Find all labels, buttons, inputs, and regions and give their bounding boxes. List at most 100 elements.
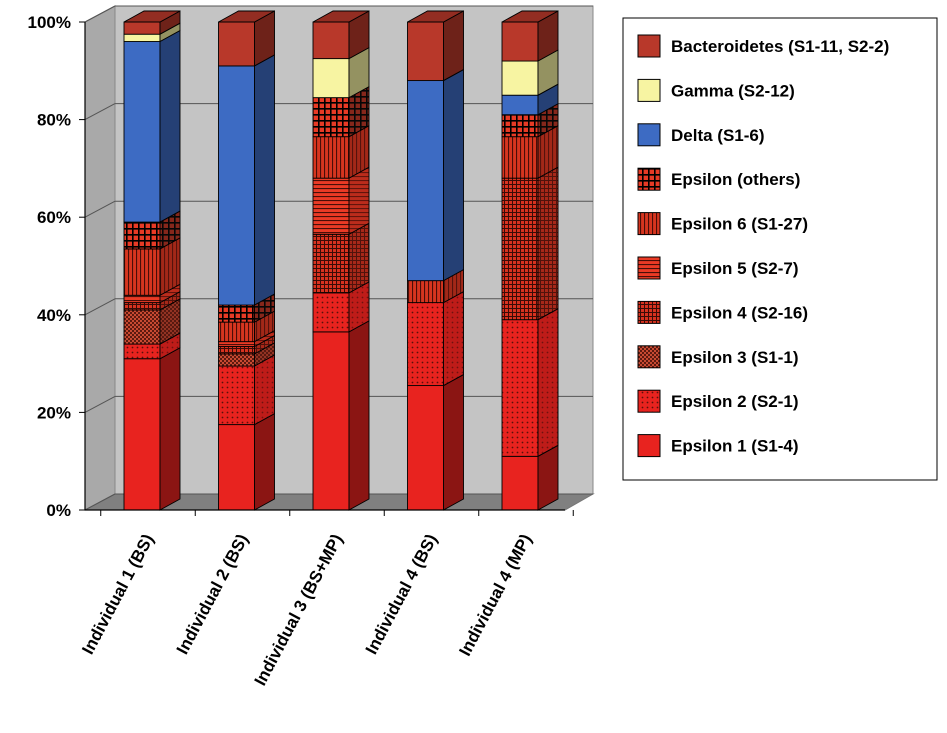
bar-segment-0-6 bbox=[123, 210, 181, 250]
bar-front bbox=[218, 65, 255, 306]
bar-front bbox=[501, 136, 539, 179]
bar-segment-3-1 bbox=[407, 290, 464, 387]
bar-front bbox=[407, 21, 444, 82]
bar-segment-2-5 bbox=[312, 124, 370, 179]
bars bbox=[123, 10, 559, 511]
legend-item: Epsilon 6 (S1-27) bbox=[637, 212, 808, 236]
bar-front bbox=[312, 292, 350, 333]
bar-front bbox=[501, 94, 539, 116]
bar-front bbox=[501, 114, 539, 138]
bar-side-texture bbox=[254, 354, 275, 426]
bar-segment-0-0 bbox=[123, 346, 181, 511]
bar-segment-2-8 bbox=[312, 46, 370, 99]
legend-swatch bbox=[637, 300, 661, 324]
bar-segment-1-0 bbox=[218, 412, 275, 511]
gridline-side bbox=[84, 103, 116, 121]
legend-item: Gamma (S2-12) bbox=[637, 78, 795, 102]
bar-front bbox=[312, 233, 350, 294]
bar-top bbox=[501, 10, 559, 23]
bar-front bbox=[123, 41, 161, 223]
bar-segment-0-5 bbox=[123, 237, 181, 297]
legend-swatch bbox=[637, 389, 661, 413]
bar-side bbox=[443, 10, 464, 82]
bar-segment-0-2 bbox=[123, 298, 181, 345]
bar-front bbox=[218, 353, 255, 367]
bar-side bbox=[254, 412, 275, 511]
bar-segment-3-9 bbox=[407, 10, 464, 82]
bar-top bbox=[218, 10, 275, 23]
bar-front bbox=[218, 321, 255, 343]
y-tick-label: 20% bbox=[37, 403, 71, 422]
bar-front bbox=[501, 319, 539, 457]
side-wall bbox=[84, 5, 116, 511]
bar-top bbox=[123, 10, 181, 23]
bar-front bbox=[501, 21, 539, 62]
bar-segment-1-6 bbox=[218, 293, 275, 323]
bar-front bbox=[407, 280, 444, 304]
legend-swatch bbox=[637, 34, 661, 58]
legend-item: Delta (S1-6) bbox=[637, 123, 765, 147]
bar-front bbox=[312, 21, 350, 60]
bar-front bbox=[218, 21, 255, 67]
bar-front bbox=[218, 346, 255, 355]
bar-segment-2-6 bbox=[312, 85, 370, 138]
bar-front bbox=[312, 136, 350, 179]
bar-front bbox=[501, 60, 539, 96]
bar-segment-2-0 bbox=[312, 320, 370, 511]
bar-segment-1-7 bbox=[218, 54, 275, 306]
bar-side-texture bbox=[443, 290, 464, 387]
legend-item: Epsilon 3 (S1-1) bbox=[637, 345, 799, 369]
legend-item: Bacteroidetes (S1-11, S2-2) bbox=[637, 34, 889, 58]
x-category-label: Individual 2 (BS) bbox=[173, 531, 252, 658]
bar-front bbox=[501, 455, 539, 511]
bar-side bbox=[348, 320, 370, 511]
bar-side-texture bbox=[537, 307, 559, 458]
bar-segment-2-3 bbox=[312, 222, 370, 294]
bar-segment-4-9 bbox=[501, 10, 559, 62]
bar-front bbox=[123, 343, 161, 360]
legend-item: Epsilon (others) bbox=[637, 167, 800, 191]
bar-side-texture bbox=[348, 166, 370, 236]
legend-swatch bbox=[637, 78, 661, 102]
bar-side bbox=[443, 68, 464, 282]
legend-label: Epsilon 6 (S1-27) bbox=[671, 215, 808, 234]
bar-side-texture bbox=[348, 222, 370, 294]
legend-swatch bbox=[637, 434, 661, 458]
bar-segment-3-0 bbox=[407, 373, 464, 511]
y-tick-label: 100% bbox=[28, 13, 71, 32]
bar-side bbox=[159, 29, 181, 223]
gridline-side bbox=[84, 5, 116, 23]
legend-swatch bbox=[637, 256, 661, 280]
bar-segment-1-1 bbox=[218, 354, 275, 426]
legend-label: Bacteroidetes (S1-11, S2-2) bbox=[671, 37, 889, 56]
gridline-side bbox=[84, 493, 116, 511]
legend-label: Epsilon 3 (S1-1) bbox=[671, 348, 799, 367]
x-axis: Individual 1 (BS) Individual 2 (BS)Indivi… bbox=[78, 509, 574, 689]
legend-label: Epsilon (others) bbox=[671, 170, 800, 189]
legend-item: Epsilon 4 (S2-16) bbox=[637, 300, 808, 324]
bar-segment-0-9 bbox=[123, 10, 181, 35]
bar-segment-0-7 bbox=[123, 29, 181, 223]
bar-front bbox=[312, 177, 350, 235]
legend-label: Epsilon 5 (S2-7) bbox=[671, 259, 799, 278]
legend-swatch bbox=[637, 345, 661, 369]
bar-front bbox=[123, 358, 161, 511]
legend-box bbox=[622, 17, 938, 481]
y-axis: 0% 20% 40% 60% 80% 100% bbox=[28, 13, 86, 520]
legend-label: Delta (S1-6) bbox=[671, 126, 765, 145]
bar-front bbox=[312, 331, 350, 511]
gridline-side bbox=[84, 395, 116, 413]
gridline-side bbox=[84, 200, 116, 218]
bar-front bbox=[407, 80, 444, 282]
bar-side bbox=[159, 346, 181, 511]
bar-front bbox=[123, 248, 161, 296]
legend-swatch bbox=[637, 167, 661, 191]
legend-item: Epsilon 2 (S2-1) bbox=[637, 389, 799, 413]
legend-label: Gamma (S2-12) bbox=[671, 81, 795, 100]
legend-label: Epsilon 2 (S2-1) bbox=[671, 392, 799, 411]
legend-label: Epsilon 1 (S1-4) bbox=[671, 437, 799, 456]
bar-side bbox=[443, 373, 464, 511]
y-tick-label: 40% bbox=[37, 306, 71, 325]
bar-segment-2-1 bbox=[312, 281, 370, 333]
